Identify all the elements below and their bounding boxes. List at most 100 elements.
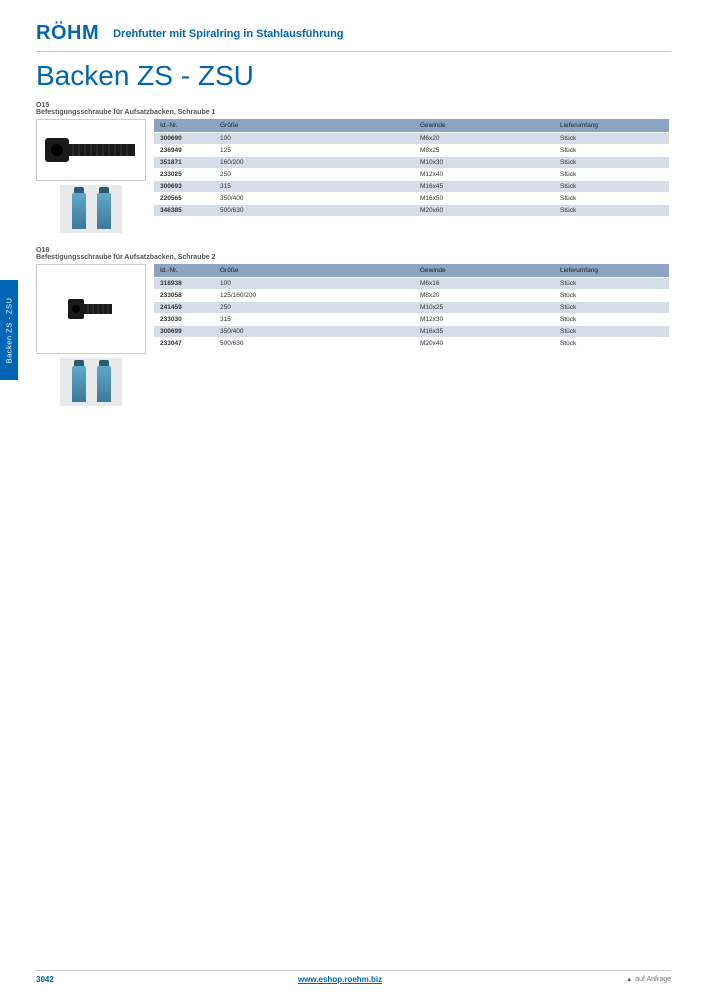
cell-scope: Stück bbox=[554, 314, 669, 326]
eshop-link[interactable]: www.eshop.roehm.biz bbox=[298, 975, 382, 984]
cell-id: 233047 bbox=[154, 338, 214, 350]
page-footer: 3042 www.eshop.roehm.biz ▲auf Anfrage bbox=[0, 964, 707, 1000]
table-row: 241459250M10x25Stück bbox=[154, 302, 669, 314]
footer-note: ▲auf Anfrage bbox=[626, 976, 671, 983]
page-number: 3042 bbox=[36, 975, 54, 984]
cell-size: 350/400 bbox=[214, 193, 414, 205]
table-row: 300693315M16x45Stück bbox=[154, 181, 669, 193]
bolt-small-icon bbox=[66, 295, 116, 323]
side-tab: Backen ZS - ZSU bbox=[0, 280, 18, 380]
cell-size: 125/160/200 bbox=[214, 290, 414, 302]
cell-size: 500/630 bbox=[214, 205, 414, 217]
table-row: 300699350/400M16x35Stück bbox=[154, 326, 669, 338]
table-row: 233058125/160/200M8x20Stück bbox=[154, 290, 669, 302]
cell-size: 350/400 bbox=[214, 326, 414, 338]
table-row: 220565350/400M16x50Stück bbox=[154, 193, 669, 205]
cell-id: 233058 bbox=[154, 290, 214, 302]
column-header: Gewinde bbox=[414, 264, 554, 278]
image-column bbox=[36, 119, 146, 233]
cell-size: 315 bbox=[214, 181, 414, 193]
cell-size: 100 bbox=[214, 278, 414, 290]
cell-thread: M16x50 bbox=[414, 193, 554, 205]
cell-scope: Stück bbox=[554, 302, 669, 314]
section-body: Id.-Nr.GrößeGewindeLieferumfang300690100… bbox=[36, 119, 671, 233]
table-row: 233025250M12x40Stück bbox=[154, 169, 669, 181]
cell-size: 100 bbox=[214, 133, 414, 145]
table-row: 236949125M8x25Stück bbox=[154, 145, 669, 157]
section-code: O18 bbox=[36, 247, 671, 254]
column-header: Id.-Nr. bbox=[154, 264, 214, 278]
side-tab-label: Backen ZS - ZSU bbox=[5, 297, 14, 363]
cell-scope: Stück bbox=[554, 181, 669, 193]
table-row: 233047500/630M20x40Stück bbox=[154, 338, 669, 350]
cell-scope: Stück bbox=[554, 169, 669, 181]
footer-note-text: auf Anfrage bbox=[635, 976, 671, 983]
cell-size: 125 bbox=[214, 145, 414, 157]
cell-thread: M16x45 bbox=[414, 181, 554, 193]
cell-id: 236949 bbox=[154, 145, 214, 157]
technical-drawing bbox=[60, 185, 122, 233]
cell-scope: Stück bbox=[554, 133, 669, 145]
image-column bbox=[36, 264, 146, 406]
page-header: RÖHM Drehfutter mit Spiralring in Stahla… bbox=[0, 0, 707, 51]
cell-id: 318938 bbox=[154, 278, 214, 290]
cell-id: 300690 bbox=[154, 133, 214, 145]
cell-size: 250 bbox=[214, 302, 414, 314]
cell-size: 500/630 bbox=[214, 338, 414, 350]
column-header: Lieferumfang bbox=[554, 119, 669, 133]
cell-id: 351871 bbox=[154, 157, 214, 169]
cell-id: 233030 bbox=[154, 314, 214, 326]
technical-drawing bbox=[60, 358, 122, 406]
table-row: 318938100M6x16Stück bbox=[154, 278, 669, 290]
cell-thread: M8x25 bbox=[414, 145, 554, 157]
cell-scope: Stück bbox=[554, 193, 669, 205]
catalog-section: O18Befestigungsschraube für Aufsatzbacke… bbox=[36, 247, 671, 406]
section-title: Befestigungsschraube für Aufsatzbacken, … bbox=[36, 254, 671, 261]
cell-scope: Stück bbox=[554, 145, 669, 157]
cell-id: 233025 bbox=[154, 169, 214, 181]
product-image bbox=[36, 264, 146, 354]
cell-scope: Stück bbox=[554, 326, 669, 338]
cell-scope: Stück bbox=[554, 157, 669, 169]
cell-size: 250 bbox=[214, 169, 414, 181]
cell-thread: M12x30 bbox=[414, 314, 554, 326]
header-subtitle: Drehfutter mit Spiralring in Stahlausfüh… bbox=[113, 28, 343, 40]
bolt-large-icon bbox=[43, 130, 139, 170]
cell-thread: M10x30 bbox=[414, 157, 554, 169]
cell-id: 300699 bbox=[154, 326, 214, 338]
catalog-table: Id.-Nr.GrößeGewindeLieferumfang318938100… bbox=[154, 264, 669, 350]
column-header: Größe bbox=[214, 264, 414, 278]
product-image bbox=[36, 119, 146, 181]
table-row: 300690100M6x20Stück bbox=[154, 133, 669, 145]
cell-thread: M12x40 bbox=[414, 169, 554, 181]
page-title: Backen ZS - ZSU bbox=[0, 52, 707, 102]
cell-scope: Stück bbox=[554, 278, 669, 290]
cell-size: 160/200 bbox=[214, 157, 414, 169]
brand-logo: RÖHM bbox=[36, 22, 99, 45]
cell-thread: M16x35 bbox=[414, 326, 554, 338]
cell-scope: Stück bbox=[554, 205, 669, 217]
table-row: 346385500/630M20x60Stück bbox=[154, 205, 669, 217]
cell-thread: M20x60 bbox=[414, 205, 554, 217]
catalog-table: Id.-Nr.GrößeGewindeLieferumfang300690100… bbox=[154, 119, 669, 217]
column-header: Größe bbox=[214, 119, 414, 133]
cell-id: 300693 bbox=[154, 181, 214, 193]
cell-thread: M6x20 bbox=[414, 133, 554, 145]
cell-id: 346385 bbox=[154, 205, 214, 217]
footer-rule bbox=[36, 970, 671, 971]
section-title: Befestigungsschraube für Aufsatzbacken, … bbox=[36, 109, 671, 116]
column-header: Lieferumfang bbox=[554, 264, 669, 278]
cell-thread: M20x40 bbox=[414, 338, 554, 350]
cell-id: 241459 bbox=[154, 302, 214, 314]
cell-scope: Stück bbox=[554, 338, 669, 350]
cell-thread: M6x16 bbox=[414, 278, 554, 290]
table-row: 351871160/200M10x30Stück bbox=[154, 157, 669, 169]
cell-scope: Stück bbox=[554, 290, 669, 302]
cell-id: 220565 bbox=[154, 193, 214, 205]
cell-thread: M10x25 bbox=[414, 302, 554, 314]
cell-size: 315 bbox=[214, 314, 414, 326]
note-symbol-icon: ▲ bbox=[626, 977, 632, 983]
cell-thread: M8x20 bbox=[414, 290, 554, 302]
column-header: Id.-Nr. bbox=[154, 119, 214, 133]
catalog-section: O15Befestigungsschraube für Aufsatzbacke… bbox=[36, 102, 671, 233]
